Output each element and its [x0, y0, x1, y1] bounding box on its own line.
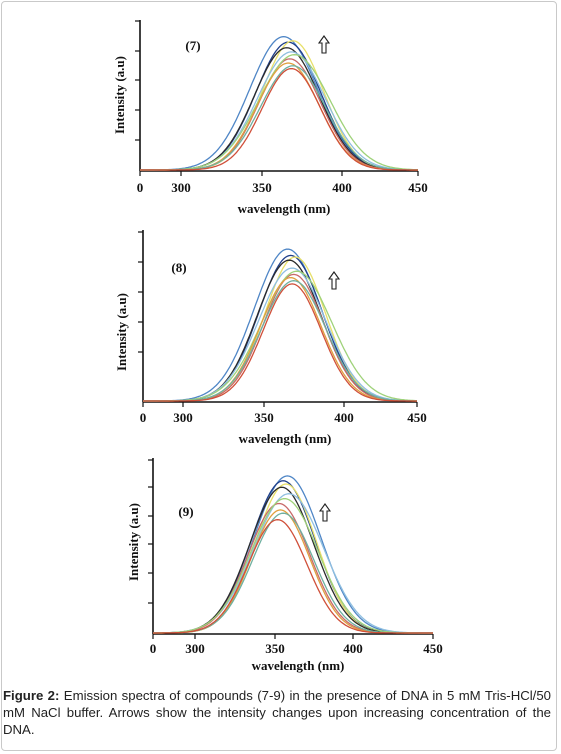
x-tick-label: 350 [265, 641, 285, 656]
emission-curve [140, 41, 419, 171]
emission-curve [153, 493, 433, 634]
x-tick-label: 0 [137, 180, 144, 195]
emission-curve [152, 486, 433, 634]
y-axis-label: Intensity (a.u) [114, 293, 129, 371]
panel-label: (7) [185, 38, 200, 53]
x-axis-label: wavelength (nm) [252, 658, 345, 673]
y-axis-label: Intensity (a.u) [126, 503, 141, 581]
x-axis-label: wavelength (nm) [238, 201, 331, 216]
emission-curve [153, 502, 433, 634]
x-tick-label: 400 [334, 410, 354, 425]
emission-curve [153, 519, 433, 634]
emission-curve [143, 283, 417, 402]
y-axis-label: Intensity (a.u) [112, 56, 127, 134]
emission-curve [153, 512, 433, 634]
emission-curve [153, 509, 433, 634]
emission-chart-9: 0 300 350 400 450 wavelength (nm) Intensity (a… [126, 458, 443, 673]
emission-chart-7: 0 300 350 400 450 wavelength (nm) Intensity (a… [112, 20, 428, 216]
x-axis-label: wavelength (nm) [239, 431, 332, 446]
x-tick-label: 0 [150, 641, 157, 656]
emission-curve [143, 259, 418, 402]
x-tick-label: 400 [343, 641, 363, 656]
emission-curve [140, 51, 418, 171]
emission-curve [140, 35, 418, 171]
emission-curve [140, 62, 418, 171]
panel-label: (8) [171, 260, 186, 275]
x-tick-label: 450 [423, 641, 443, 656]
emission-curve [153, 497, 433, 634]
emission-curve [143, 267, 418, 402]
x-tick-label: 300 [185, 641, 205, 656]
emission-curve [143, 280, 417, 402]
emission-curve [143, 276, 417, 402]
emission-curve [140, 54, 418, 171]
x-tick-label: 450 [407, 410, 427, 425]
caption-text: Emission spectra of compounds (7-9) in t… [3, 688, 551, 737]
up-arrow-icon [317, 35, 331, 54]
emission-curve [153, 483, 433, 634]
x-tick-label: 400 [332, 180, 352, 195]
emission-chart-8: 0 300 350 400 450 wavelength (nm) Intensity (a… [114, 230, 427, 446]
x-tick-label: 350 [254, 410, 274, 425]
emission-curve [140, 65, 418, 171]
emission-curve [153, 475, 433, 634]
up-arrow-icon [327, 271, 341, 290]
x-tick-label: 350 [252, 180, 272, 195]
emission-curve [143, 256, 418, 402]
x-tick-label: 450 [408, 180, 428, 195]
figure-caption: Figure 2: Emission spectra of compounds … [3, 687, 551, 738]
x-tick-label: 300 [171, 180, 191, 195]
x-tick-label: 0 [140, 410, 147, 425]
x-tick-label: 300 [173, 410, 193, 425]
caption-label: Figure 2: [3, 688, 60, 703]
emission-curve [140, 67, 418, 171]
panel-label: (9) [178, 504, 193, 519]
up-arrow-icon [318, 503, 332, 522]
